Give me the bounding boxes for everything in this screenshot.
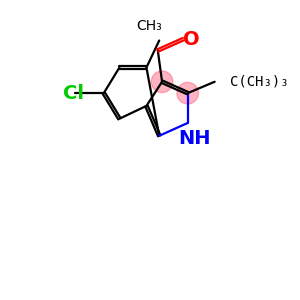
Circle shape [151,71,173,93]
Text: CH₃: CH₃ [136,19,162,32]
Circle shape [177,82,199,104]
Text: NH: NH [178,129,211,148]
Text: Cl: Cl [63,84,84,103]
Text: O: O [183,30,200,49]
Text: C(CH₃)₃: C(CH₃)₃ [230,74,289,88]
